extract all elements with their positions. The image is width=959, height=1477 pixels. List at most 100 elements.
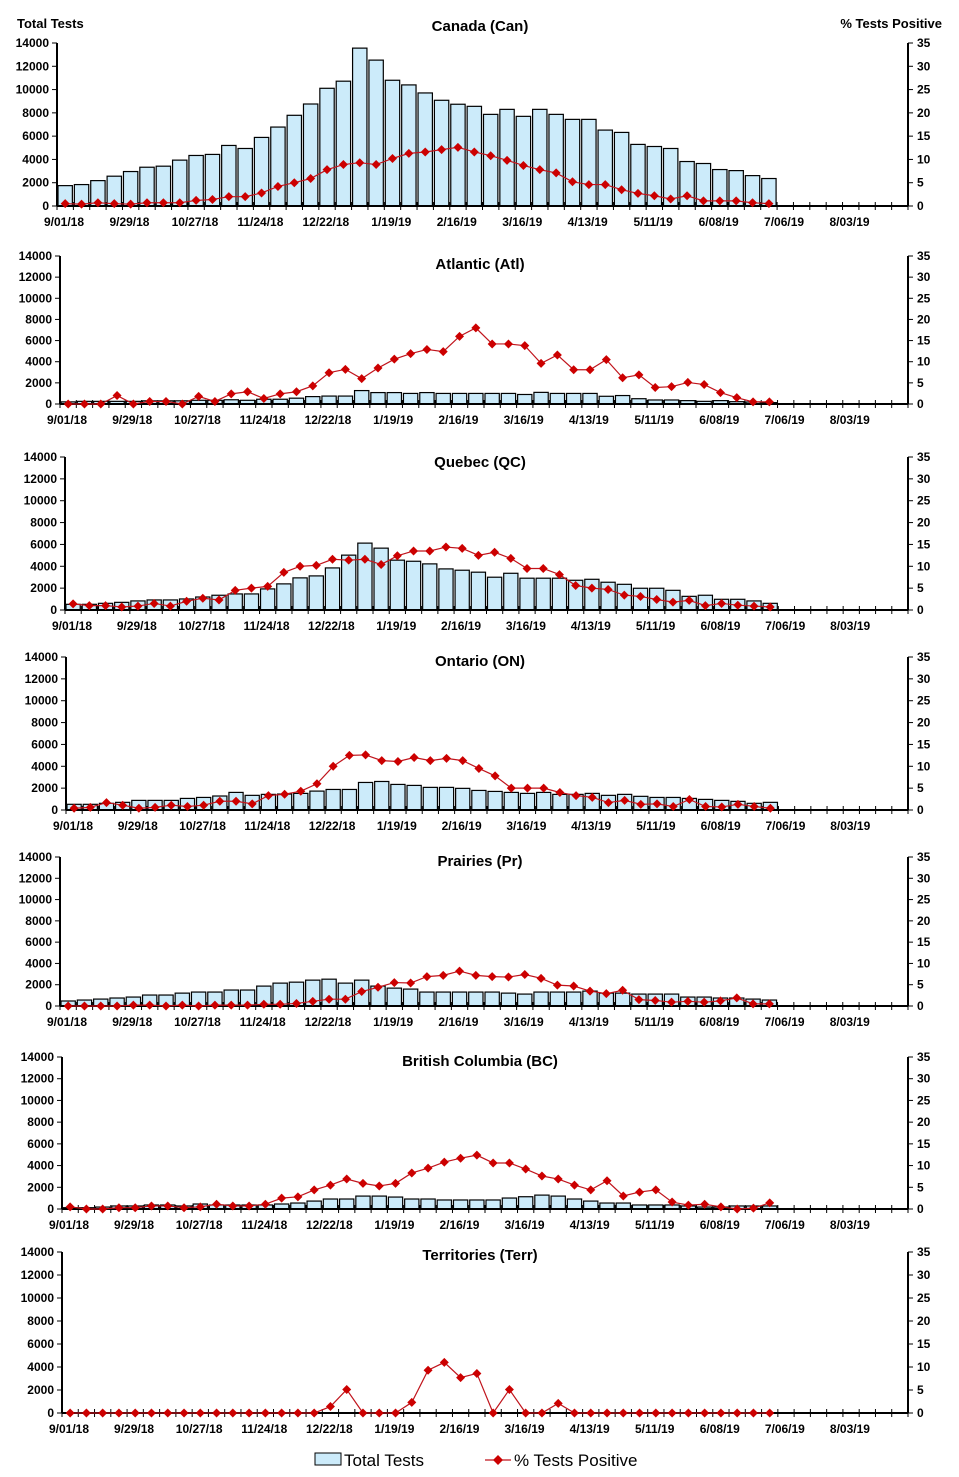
bar-total-tests	[438, 568, 454, 611]
point-pct-positive	[586, 1408, 596, 1418]
point-pct-positive	[503, 972, 513, 982]
point-pct-positive	[146, 1201, 156, 1211]
panel-title: Prairies (Pr)	[437, 853, 522, 870]
point-pct-positive	[277, 1193, 287, 1203]
left-tick-label: 6000	[25, 334, 52, 348]
point-pct-positive	[182, 596, 192, 606]
point-pct-positive	[569, 1408, 579, 1418]
point-pct-positive	[650, 383, 660, 393]
point-pct-positive	[601, 989, 611, 999]
point-pct-positive	[289, 178, 299, 188]
point-pct-positive	[423, 1163, 433, 1173]
x-tick-label: 4/13/19	[568, 215, 608, 229]
point-pct-positive	[257, 188, 267, 198]
bar-total-tests	[451, 991, 468, 1007]
x-tick-label: 2/16/19	[439, 1218, 479, 1232]
point-pct-positive	[453, 142, 463, 152]
point-pct-positive	[244, 1201, 254, 1211]
x-tick-label: 1/19/19	[377, 819, 417, 833]
x-tick-label: 3/16/19	[502, 215, 542, 229]
point-pct-positive	[81, 1408, 91, 1418]
point-pct-positive	[618, 373, 628, 383]
bar-total-tests	[517, 993, 533, 1007]
point-pct-positive	[243, 387, 253, 397]
point-pct-positive	[554, 570, 564, 580]
point-pct-positive	[457, 543, 467, 553]
point-pct-positive	[338, 160, 348, 170]
point-pct-positive	[126, 199, 136, 209]
point-pct-positive	[715, 996, 725, 1006]
x-tick-label: 5/11/19	[634, 413, 674, 427]
point-pct-positive	[404, 148, 414, 158]
x-tick-label: 6/08/19	[699, 215, 739, 229]
x-tick-label: 9/01/18	[47, 1015, 87, 1029]
point-pct-positive	[733, 600, 743, 610]
x-tick-label: 9/01/18	[49, 1422, 89, 1436]
point-pct-positive	[731, 196, 741, 206]
right-tick-label: 0	[917, 603, 924, 617]
point-pct-positive	[652, 595, 662, 605]
point-pct-positive	[701, 802, 711, 812]
left-tick-label: 10000	[19, 893, 53, 907]
right-tick-label: 0	[917, 803, 924, 817]
panel-5: Prairies (Pr) 0 2000 4000 6000 8000 10000 12000…	[19, 850, 931, 1029]
point-pct-positive	[471, 970, 481, 980]
point-pct-positive	[280, 789, 290, 799]
x-tick-label: 7/06/19	[765, 1015, 805, 1029]
point-pct-positive	[296, 786, 306, 796]
point-pct-positive	[295, 561, 305, 571]
point-pct-positive	[259, 394, 269, 404]
point-pct-positive	[195, 1202, 205, 1212]
point-pct-positive	[406, 349, 416, 359]
x-tick-label: 9/01/18	[53, 819, 93, 833]
bar-total-tests	[598, 395, 615, 405]
point-pct-positive	[521, 1164, 531, 1174]
point-pct-positive	[96, 1001, 106, 1011]
x-tick-label: 10/27/18	[176, 1218, 223, 1232]
panel-3: Quebec (QC) 0 2000 4000 6000 8000 10000 12000 14…	[24, 450, 931, 633]
right-tick-label: 20	[917, 312, 931, 326]
point-pct-positive	[682, 191, 692, 201]
x-tick-label: 7/06/19	[764, 215, 804, 229]
x-tick-label: 11/24/18	[240, 1015, 286, 1029]
bar-total-tests	[243, 593, 260, 611]
x-tick-label: 10/27/18	[176, 1422, 223, 1436]
right-tick-label: 10	[917, 1159, 931, 1173]
point-pct-positive	[407, 1397, 417, 1407]
bar-total-tests	[419, 991, 435, 1007]
x-tick-label: 8/03/19	[830, 215, 870, 229]
point-pct-positive	[409, 753, 419, 763]
x-tick-label: 6/08/19	[699, 1015, 739, 1029]
right-tick-label: 35	[917, 1245, 931, 1259]
panel-6: British Columbia (BC) 0 2000 4000 6000 8000 10…	[21, 1050, 931, 1232]
point-pct-positive	[569, 1180, 579, 1190]
bar-total-tests	[597, 129, 614, 207]
right-tick-label: 35	[917, 36, 931, 50]
point-pct-positive	[146, 1408, 156, 1418]
point-pct-positive	[635, 1408, 645, 1418]
bar-total-tests	[565, 991, 582, 1007]
bar-total-tests	[438, 786, 455, 811]
point-pct-positive	[633, 188, 643, 198]
point-pct-positive	[309, 1408, 319, 1418]
panel-1: Canada (Can) 0 2000 4000 6000 8000 10000 12000 1…	[16, 18, 931, 229]
left-tick-label: 14000	[19, 249, 53, 263]
x-tick-label: 8/03/19	[830, 819, 870, 833]
point-pct-positive	[210, 1000, 220, 1010]
point-pct-positive	[425, 756, 435, 766]
point-pct-positive	[101, 601, 111, 611]
left-tick-label: 12000	[19, 270, 53, 284]
point-pct-positive	[207, 194, 217, 204]
right-tick-label: 15	[917, 334, 931, 348]
left-tick-label: 12000	[19, 871, 53, 885]
right-tick-label: 30	[917, 472, 931, 486]
x-tick-label: 6/08/19	[700, 1422, 740, 1436]
point-pct-positive	[163, 1408, 173, 1418]
point-pct-positive	[488, 1158, 498, 1168]
point-pct-positive	[373, 982, 383, 992]
point-pct-positive	[650, 995, 660, 1005]
bar-total-tests	[487, 790, 503, 811]
point-pct-positive	[551, 168, 561, 178]
left-tick-label: 10000	[21, 1093, 55, 1107]
x-tick-label: 11/24/18	[244, 619, 290, 633]
